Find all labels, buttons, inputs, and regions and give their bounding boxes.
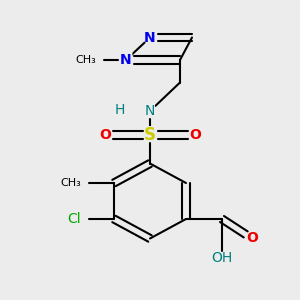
Text: Cl: Cl — [68, 212, 81, 226]
Text: H: H — [114, 100, 126, 118]
Text: S: S — [143, 125, 157, 145]
Text: OH: OH — [212, 251, 233, 265]
Text: O: O — [188, 126, 202, 144]
Text: Cl: Cl — [65, 210, 81, 228]
Text: H: H — [115, 103, 125, 116]
Text: N: N — [145, 104, 155, 118]
Text: O: O — [246, 232, 258, 245]
Text: CH₃: CH₃ — [60, 178, 81, 188]
Text: N: N — [143, 28, 157, 46]
Text: CH₃: CH₃ — [75, 55, 96, 65]
Text: O: O — [98, 126, 112, 144]
Text: N: N — [144, 31, 156, 44]
Text: N: N — [120, 53, 132, 67]
Text: N: N — [119, 51, 133, 69]
Text: O: O — [189, 128, 201, 142]
Text: O: O — [99, 128, 111, 142]
Text: CH₃: CH₃ — [70, 53, 96, 67]
Text: CH₃: CH₃ — [55, 176, 81, 190]
Text: N: N — [144, 102, 156, 120]
Text: O: O — [245, 230, 259, 247]
Text: S: S — [144, 126, 156, 144]
Text: OH: OH — [209, 249, 235, 267]
